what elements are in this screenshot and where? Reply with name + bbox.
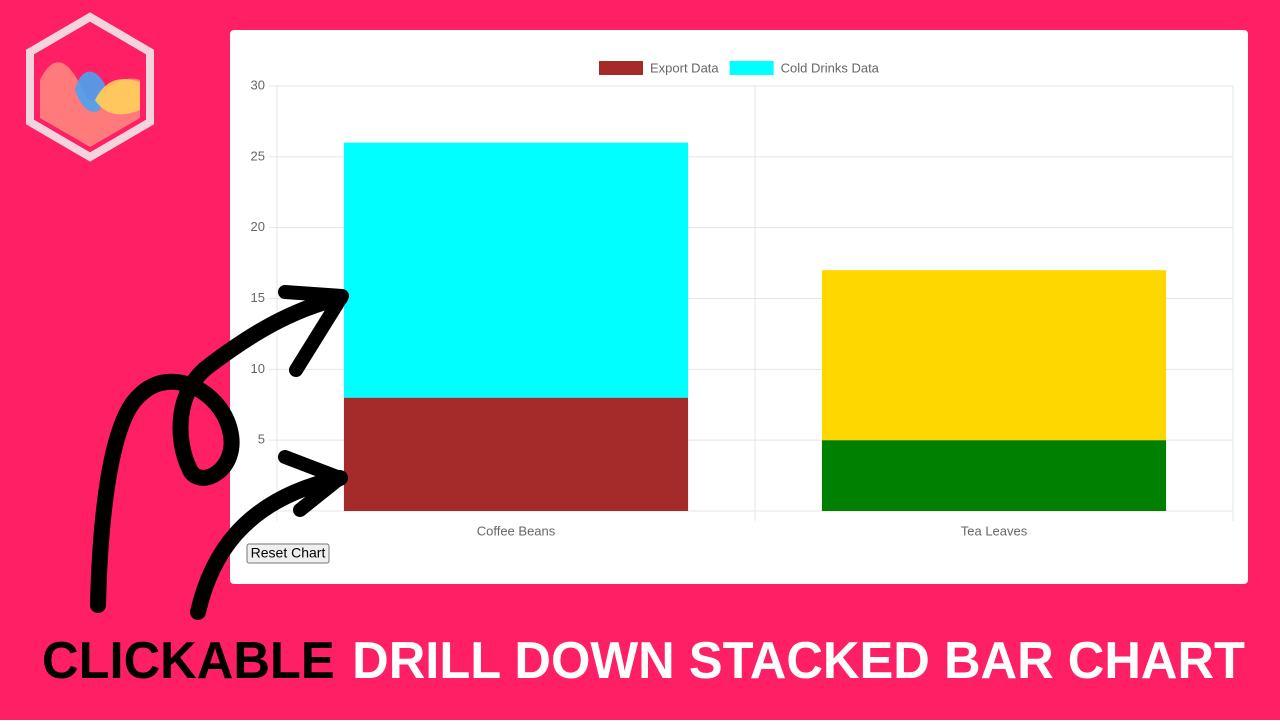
- y-tick-label: 15: [251, 290, 265, 305]
- logo: [26, 12, 154, 162]
- legend-label: Export Data: [650, 60, 719, 75]
- legend-swatch: [599, 61, 643, 75]
- legend-label: Cold Drinks Data: [781, 60, 880, 75]
- y-tick-label: 20: [251, 219, 265, 234]
- banner-highlight: CLICKABLE: [42, 632, 335, 690]
- y-tick-label: 10: [251, 361, 265, 376]
- x-tick-label: Coffee Beans: [477, 523, 556, 538]
- reset-button[interactable]: Reset Chart: [246, 543, 330, 564]
- bar-segment: [343, 142, 689, 398]
- x-tick-label: Tea Leaves: [961, 523, 1028, 538]
- bar-segment: [821, 440, 1167, 511]
- button-frame[interactable]: [246, 543, 330, 564]
- banner-title: DRILL DOWN STACKED BAR CHART: [352, 632, 1245, 690]
- legend-swatch: [729, 61, 774, 75]
- y-tick-label: 5: [258, 432, 265, 447]
- y-tick-label: 25: [251, 148, 265, 163]
- banner-text: CLICKABLE DRILL DOWN STACKED BAR CHART: [42, 632, 1245, 690]
- bar-segment: [343, 397, 689, 511]
- bar-segment: [821, 270, 1167, 441]
- y-tick-label: 30: [251, 77, 265, 92]
- button-label[interactable]: Reset Chart: [251, 545, 326, 561]
- arrows: [90, 285, 349, 620]
